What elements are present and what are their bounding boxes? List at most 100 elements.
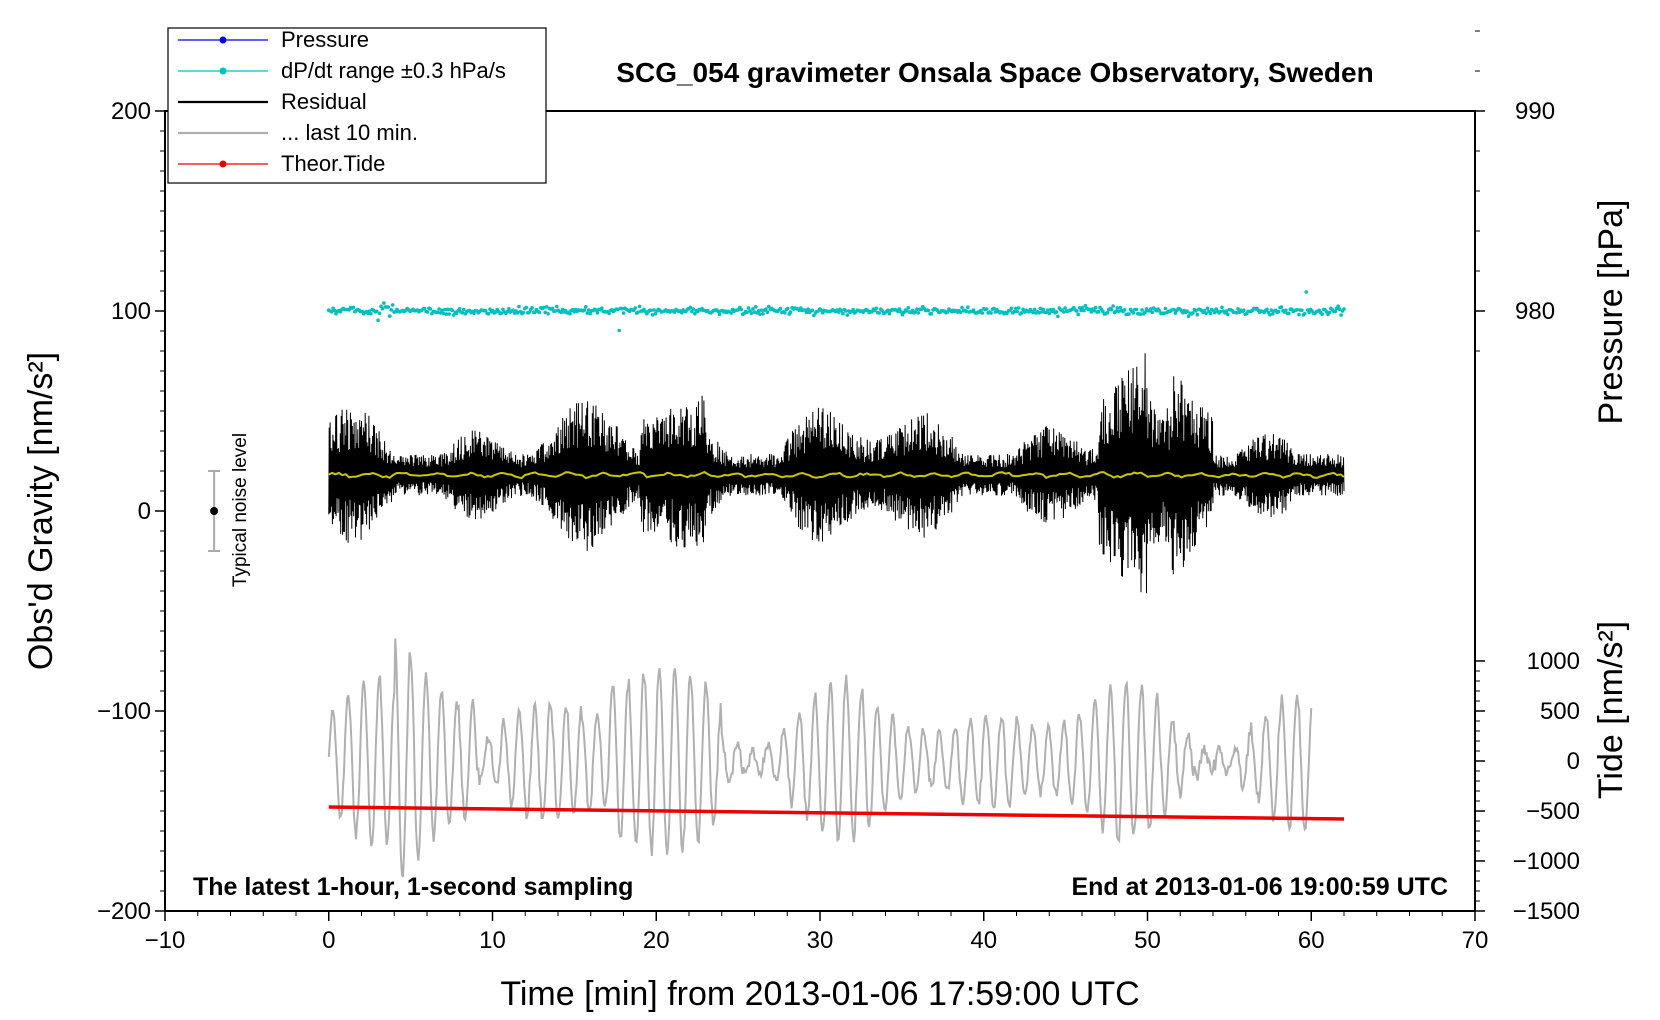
dpdt-point [505, 309, 510, 314]
x-tick-label: −10 [145, 927, 186, 954]
dpdt-point [1327, 310, 1332, 315]
dpdt-point [332, 308, 337, 313]
dpdt-point [388, 314, 392, 318]
dpdt-point [1083, 303, 1088, 308]
series-dpdt [327, 290, 1346, 333]
annotation-end-time: End at 2013-01-06 19:00:59 UTC [1071, 873, 1448, 901]
dpdt-point [886, 308, 890, 313]
pressure-axis-title: Pressure [hPa] [1592, 200, 1630, 425]
dpdt-point [749, 311, 754, 316]
dpdt-point [1089, 310, 1094, 314]
dpdt-point [546, 312, 550, 316]
dpdt-point [1268, 312, 1272, 317]
dpdt-point [620, 306, 624, 311]
y-tick-label: −100 [97, 698, 151, 725]
dpdt-point [447, 312, 452, 316]
dpdt-point [329, 310, 334, 314]
dpdt-point [984, 307, 989, 311]
dpdt-point [1056, 314, 1060, 319]
dpdt-point [906, 305, 911, 310]
dpdt-point [636, 310, 640, 315]
noise-bar-label: Typical noise level [230, 433, 251, 587]
dpdt-point [369, 312, 373, 316]
dpdt-point [1019, 311, 1024, 315]
x-tick-label: 40 [970, 927, 997, 954]
dpdt-point [374, 309, 379, 314]
dpdt-point [819, 308, 823, 312]
dpdt-point [745, 310, 749, 315]
dpdt-point [367, 309, 372, 314]
dpdt-point [880, 308, 884, 313]
legend-entry: ... last 10 min. [178, 120, 418, 145]
dpdt-point [1218, 309, 1223, 314]
dpdt-point [966, 305, 970, 310]
dpdt-point [390, 303, 395, 307]
dpdt-point [607, 311, 611, 316]
dpdt-point [1076, 312, 1080, 317]
dpdt-point [653, 311, 658, 316]
legend-label: Pressure [281, 27, 369, 52]
dpdt-point [616, 307, 620, 312]
dpdt-point [844, 309, 848, 313]
dpdt-point [765, 310, 770, 315]
dpdt-point [1015, 309, 1019, 314]
dpdt-point [1212, 310, 1217, 315]
dpdt-point [1051, 307, 1056, 312]
dpdt-point [778, 306, 783, 311]
dpdt-point [595, 310, 600, 315]
legend-swatch-marker [219, 160, 227, 168]
dpdt-point [649, 308, 653, 313]
dpdt-point [836, 310, 841, 314]
dpdt-point [499, 311, 504, 315]
dpdt-point [1162, 311, 1166, 316]
dpdt-point [1205, 306, 1210, 311]
pressure-tick-label: 990 [1515, 98, 1555, 125]
dpdt-point [594, 308, 598, 312]
dpdt-point [1157, 309, 1162, 313]
dpdt-point [511, 308, 515, 313]
dpdt-point [1117, 309, 1121, 314]
dpdt-point [839, 309, 844, 313]
dpdt-point [382, 301, 386, 305]
legend-label: Theor.Tide [281, 151, 385, 176]
dpdt-point [926, 308, 931, 313]
tide-tick-label: 500 [1540, 698, 1580, 725]
dpdt-point [559, 310, 563, 315]
dpdt-point [1297, 312, 1301, 317]
dpdt-point [929, 311, 934, 316]
dpdt-point [841, 311, 845, 316]
dpdt-point [1080, 305, 1085, 310]
dpdt-point [672, 310, 677, 314]
dpdt-point [1236, 307, 1240, 311]
dpdt-point [1063, 306, 1067, 310]
dpdt-point [764, 307, 768, 311]
dpdt-point [806, 307, 810, 312]
dpdt-point [679, 310, 684, 315]
dpdt-point [1031, 310, 1035, 315]
legend-label: dP/dt range ±0.3 hPa/s [281, 58, 506, 83]
dpdt-point [1111, 304, 1115, 308]
dpdt-point [1038, 306, 1043, 311]
tide-tick-label: −1000 [1513, 848, 1580, 875]
dpdt-point [804, 310, 809, 315]
x-axis-title: Time [min] from 2013-01-06 17:59:00 UTC [500, 975, 1139, 1013]
dpdt-point [1185, 309, 1189, 314]
dpdt-point [1131, 311, 1136, 315]
x-tick-label: 70 [1462, 927, 1489, 954]
dpdt-point [739, 307, 743, 312]
dpdt-point [980, 311, 985, 315]
legend: Pressure dP/dt range ±0.3 hPa/s Residual..… [167, 27, 547, 184]
dpdt-point [457, 307, 462, 311]
dpdt-point [422, 306, 427, 311]
dpdt-point [1140, 308, 1144, 312]
x-axis-ticks: −10 0 10 20 30 40 50 60 70 [145, 911, 1489, 954]
dpdt-point [874, 306, 879, 311]
dpdt-point [716, 309, 720, 314]
dpdt-point [1127, 312, 1131, 316]
dpdt-point [788, 310, 793, 314]
dpdt-point [758, 312, 762, 317]
y-axis-ticks: −200 −100 0 100 200 [97, 98, 165, 925]
y-tick-label: 200 [111, 98, 151, 125]
series-last-10-min [327, 638, 1313, 878]
dpdt-point [351, 305, 356, 310]
